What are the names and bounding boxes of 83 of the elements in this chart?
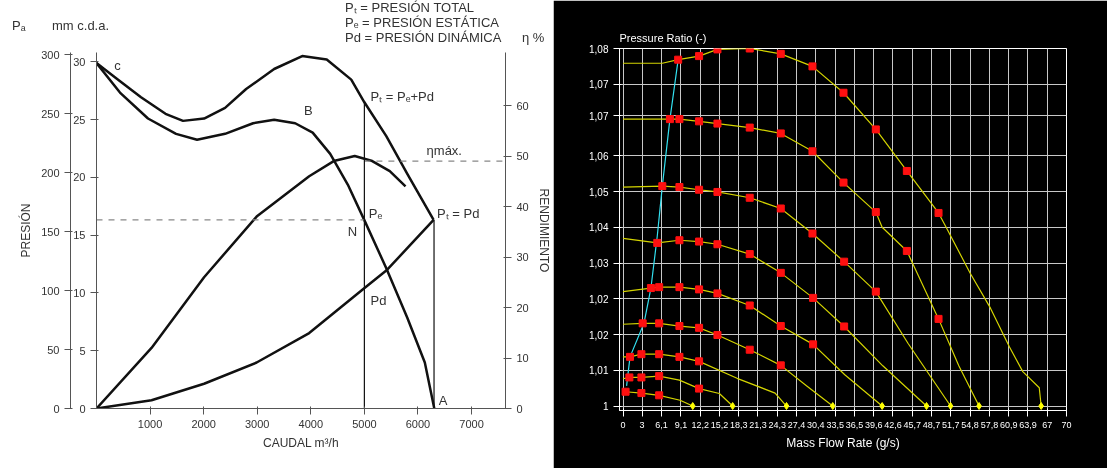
x-tick-label: 39,6 <box>864 419 883 430</box>
x-tick-label: 48,7 <box>922 419 941 430</box>
y2-tick-label: 25 <box>73 113 86 126</box>
annotation: Pₜ = Pₑ+Pd <box>370 88 434 104</box>
annotation: A <box>438 392 448 408</box>
text: mm c.d.a. <box>52 18 110 33</box>
x-tick-label: 57,8 <box>980 419 999 430</box>
annotation: Pₑ <box>368 206 383 222</box>
y-tick-label: 1 <box>602 401 609 413</box>
y-tick-label: 1,06 <box>589 150 609 162</box>
y3-axis-title: RENDIMIENTO <box>536 188 551 273</box>
y-tick-label: 1,02 <box>589 329 609 341</box>
x-tick-label: 33,5 <box>826 419 844 430</box>
y-tick-label: 250 <box>41 107 60 120</box>
y-tick-label: 1,07 <box>589 110 609 122</box>
y-tick-label: 1,05 <box>589 186 609 198</box>
x-tick-label: 15,2 <box>710 419 729 430</box>
x-tick-label: 54,8 <box>961 419 979 430</box>
y3-tick-label: 30 <box>516 251 529 264</box>
x-tick-label: 51,7 <box>942 419 960 430</box>
x-tick-label: 3000 <box>244 417 270 430</box>
text: Pₐ <box>12 18 26 33</box>
y-tick-label: 1,02 <box>589 293 609 305</box>
y-tick-label: 50 <box>47 343 60 356</box>
x-tick-label: 30,4 <box>807 419 825 430</box>
y-tick-label: 1,03 <box>589 258 609 270</box>
text: Pd = PRESIÓN DINÁMICA <box>345 30 502 45</box>
annotation: c <box>114 57 122 73</box>
y3-tick-label: 20 <box>516 301 529 314</box>
x-tick-label: 5000 <box>352 417 377 430</box>
x-tick-label: 42,6 <box>884 419 902 430</box>
x-tick-label: 27,4 <box>787 419 806 430</box>
x-tick-label: 4000 <box>298 417 324 430</box>
x-tick-label: 60,9 <box>999 419 1018 430</box>
y-tick-label: 100 <box>41 284 60 297</box>
y3-tick-label: 50 <box>516 150 529 163</box>
text: η % <box>522 30 545 45</box>
annotation: ηmáx. <box>426 142 462 158</box>
y3-tick-label: 40 <box>516 200 529 213</box>
y2-tick-label: 0 <box>79 402 86 415</box>
y3-tick-label: 60 <box>516 99 529 112</box>
x-tick-label: 12,2 <box>691 419 709 430</box>
y-tick-label: 1,08 <box>589 43 609 55</box>
y-tick-label: 1,04 <box>589 222 609 234</box>
x-tick-label: 36,5 <box>845 419 864 430</box>
x-tick-label: 1000 <box>137 417 163 430</box>
text: Pₜ = PRESIÓN TOTAL <box>345 0 475 15</box>
x-tick-label: 9,1 <box>674 419 688 430</box>
y-tick-label: 1,01 <box>589 365 609 377</box>
x-tick-label: 0 <box>620 419 626 430</box>
x-tick-label: 2000 <box>191 417 216 430</box>
annotation: B <box>303 102 313 118</box>
y3-tick-label: 10 <box>516 352 529 364</box>
text: Pₑ = PRESIÓN ESTÁTICA <box>345 15 500 30</box>
y2-tick-label: 20 <box>73 171 86 184</box>
x-tick-label: 45,7 <box>903 419 922 430</box>
annotation: Pₜ = Pd <box>437 206 480 222</box>
y2-tick-label: 5 <box>79 344 86 357</box>
x-tick-label: 24,3 <box>768 419 787 430</box>
x-tick-label: 6,1 <box>655 419 668 430</box>
y-axis-title: Pressure Ratio (-) <box>619 31 707 44</box>
y-tick-label: 0 <box>53 402 60 415</box>
y-tick-label: 150 <box>41 225 60 238</box>
y-axis-title: PRESIÓN <box>18 203 34 258</box>
x-tick-label: 63,9 <box>1019 419 1037 430</box>
y-tick-label: 300 <box>41 48 60 61</box>
annotation: N <box>347 224 358 240</box>
x-tick-label: 7000 <box>459 417 484 430</box>
x-tick-label: 70 <box>1061 419 1072 430</box>
y-tick-label: 200 <box>41 166 60 179</box>
x-tick-label: 3 <box>639 419 645 430</box>
annotation: Pd <box>370 292 387 308</box>
x-tick-label: 21,3 <box>749 419 767 430</box>
y-tick-label: 1,07 <box>589 79 609 91</box>
y2-tick-label: 30 <box>73 55 86 68</box>
x-tick-label: 67 <box>1042 419 1053 430</box>
y2-tick-label: 10 <box>73 286 86 299</box>
x-axis-title: CAUDAL m³/h <box>262 435 339 450</box>
x-axis-title: Mass Flow Rate (g/s) <box>786 435 900 450</box>
x-tick-label: 6000 <box>405 417 431 430</box>
y2-tick-label: 15 <box>73 229 86 242</box>
x-tick-label: 18,3 <box>729 419 748 430</box>
y3-tick-label: 0 <box>516 402 523 415</box>
